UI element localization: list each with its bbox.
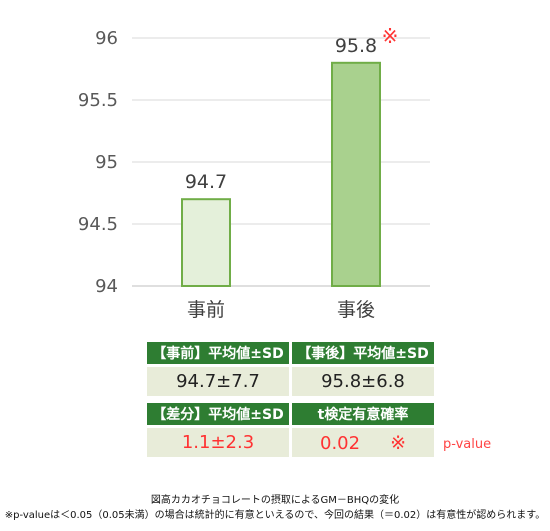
bars bbox=[181, 61, 381, 287]
footnote: ※p-valueは＜0.05（0.05未満）の場合は統計的に有意といえるので、今… bbox=[4, 510, 546, 521]
figure-caption: 図高カカオチョコレートの摂取によるGM－BHQの変化 bbox=[150, 495, 400, 506]
p-value-cell: 0.02 ※ bbox=[292, 428, 434, 457]
y-tick-label: 95.5 bbox=[78, 90, 118, 111]
data-labels: 94.7 95.8 ※ bbox=[185, 24, 399, 193]
stats-table-bottom: 【差分】平均値±SD t検定有意確率 1.1±2.3 0.02 ※ bbox=[144, 400, 437, 460]
before-value: 94.7±7.7 bbox=[147, 367, 289, 396]
y-axis-ticks: 94 94.5 95 95.5 96 bbox=[78, 28, 118, 297]
p-value: 0.02 bbox=[320, 432, 361, 454]
data-label: 94.7 bbox=[185, 171, 227, 193]
p-significance-mark: ※ bbox=[390, 431, 406, 454]
y-tick-label: 95 bbox=[95, 152, 118, 173]
ttest-header: t検定有意確率 bbox=[292, 403, 434, 425]
y-tick-label: 94.5 bbox=[78, 214, 118, 235]
diff-value: 1.1±2.3 bbox=[147, 428, 289, 457]
after-header: 【事後】平均値±SD bbox=[292, 342, 434, 364]
significance-mark: ※ bbox=[382, 24, 399, 48]
y-tick-label: 96 bbox=[95, 28, 118, 49]
bar-chart: 94 94.5 95 95.5 96 94.7 95.8 ※ 事前 事後 bbox=[78, 24, 430, 321]
data-label: 95.8 bbox=[335, 35, 377, 57]
category-label: 事後 bbox=[337, 299, 375, 321]
bar bbox=[181, 198, 231, 287]
stats-table-top: 【事前】平均値±SD 【事後】平均値±SD 94.7±7.7 95.8±6.8 bbox=[144, 339, 437, 399]
gridlines bbox=[132, 37, 430, 287]
bar bbox=[331, 61, 381, 287]
category-label: 事前 bbox=[187, 299, 225, 321]
diff-header: 【差分】平均値±SD bbox=[147, 403, 289, 425]
before-header: 【事前】平均値±SD bbox=[147, 342, 289, 364]
after-value: 95.8±6.8 bbox=[292, 367, 434, 396]
category-labels: 事前 事後 bbox=[187, 299, 375, 321]
p-value-note: p-value bbox=[443, 437, 492, 452]
y-tick-label: 94 bbox=[95, 276, 118, 297]
